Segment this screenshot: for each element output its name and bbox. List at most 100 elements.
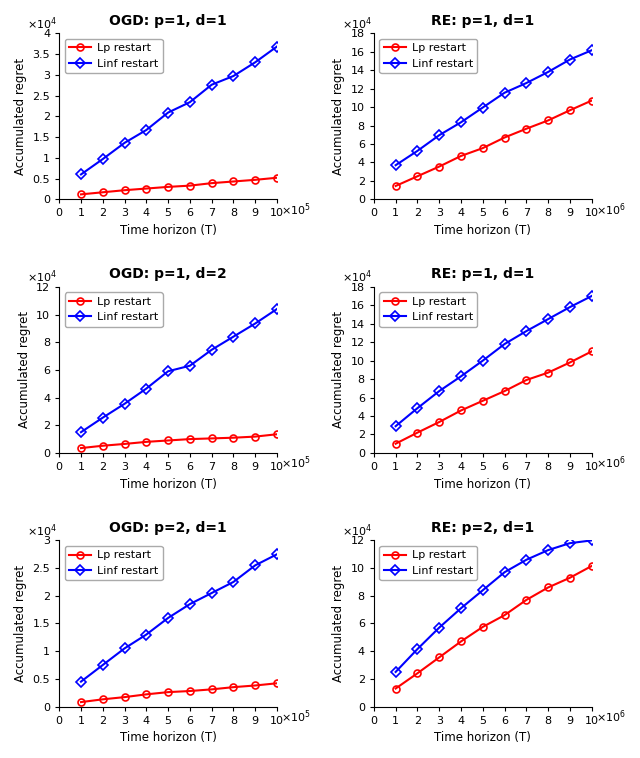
Linf restart (479, 356, 486, 365)
Linf restart (522, 79, 530, 88)
Lp restart (186, 687, 194, 696)
X-axis label: Time horizon (T): Time horizon (T) (120, 731, 216, 744)
Linf restart (457, 371, 465, 381)
Line: Linf restart: Linf restart (77, 305, 280, 436)
Y-axis label: Accumulated regret: Accumulated regret (14, 565, 27, 682)
Lp restart (252, 175, 259, 184)
Linf restart (99, 155, 107, 164)
Linf restart (99, 660, 107, 669)
Lp restart (588, 96, 595, 105)
Linf restart (273, 305, 281, 314)
Linf restart (208, 588, 216, 597)
Lp restart (392, 181, 399, 190)
Legend: Lp restart, Linf restart: Lp restart, Linf restart (380, 546, 477, 581)
Lp restart (435, 418, 443, 427)
Linf restart (77, 677, 85, 686)
Linf restart (186, 98, 194, 107)
Linf restart (500, 88, 508, 97)
X-axis label: Time horizon (T): Time horizon (T) (435, 731, 531, 744)
Lp restart (77, 697, 85, 706)
Legend: Lp restart, Linf restart: Lp restart, Linf restart (65, 293, 163, 327)
Linf restart (186, 361, 194, 370)
Line: Lp restart: Lp restart (77, 431, 280, 452)
Lp restart (186, 181, 194, 190)
Lp restart (230, 683, 237, 692)
Linf restart (413, 146, 421, 155)
Linf restart (208, 80, 216, 89)
Lp restart (208, 179, 216, 188)
Line: Linf restart: Linf restart (392, 47, 595, 169)
Lp restart (500, 133, 508, 142)
Lp restart (273, 173, 281, 182)
Text: $\times10^{6}$: $\times10^{6}$ (596, 455, 626, 471)
Linf restart (164, 367, 172, 376)
Linf restart (457, 603, 465, 612)
Lp restart (500, 387, 508, 396)
Linf restart (164, 108, 172, 117)
Linf restart (435, 387, 443, 396)
Linf restart (77, 428, 85, 437)
Linf restart (77, 170, 85, 179)
Y-axis label: Accumulated regret: Accumulated regret (332, 312, 345, 428)
Linf restart (143, 630, 150, 639)
Lp restart (413, 172, 421, 181)
Lp restart (164, 436, 172, 445)
Linf restart (522, 556, 530, 565)
Linf restart (544, 546, 552, 555)
Lp restart (435, 162, 443, 171)
Linf restart (273, 550, 281, 559)
Linf restart (479, 103, 486, 112)
Lp restart (588, 347, 595, 356)
Linf restart (392, 667, 399, 676)
Lp restart (457, 637, 465, 646)
Linf restart (588, 292, 595, 301)
Linf restart (143, 125, 150, 134)
Text: $\times10^{5}$: $\times10^{5}$ (282, 455, 311, 471)
Title: OGD: p=1, d=1: OGD: p=1, d=1 (109, 14, 227, 28)
Line: Linf restart: Linf restart (77, 43, 280, 178)
Text: $\times10^{5}$: $\times10^{5}$ (282, 201, 311, 218)
Text: $\times10^{6}$: $\times10^{6}$ (596, 201, 626, 218)
Lp restart (252, 681, 259, 690)
Y-axis label: Accumulated regret: Accumulated regret (14, 58, 27, 175)
Lp restart (435, 653, 443, 662)
Linf restart (522, 327, 530, 336)
Lp restart (273, 430, 281, 439)
Title: RE: p=1, d=1: RE: p=1, d=1 (431, 268, 534, 281)
Lp restart (392, 684, 399, 693)
Linf restart (121, 138, 129, 147)
Text: $\times10^{4}$: $\times10^{4}$ (27, 522, 57, 539)
Lp restart (479, 622, 486, 631)
Lp restart (164, 688, 172, 697)
Legend: Lp restart, Linf restart: Lp restart, Linf restart (65, 546, 163, 581)
Linf restart (392, 161, 399, 170)
Line: Lp restart: Lp restart (392, 97, 595, 190)
Lp restart (230, 177, 237, 186)
Lp restart (479, 143, 486, 152)
Linf restart (99, 413, 107, 422)
X-axis label: Time horizon (T): Time horizon (T) (120, 224, 216, 237)
Lp restart (500, 611, 508, 620)
Lp restart (208, 434, 216, 443)
Text: $\times10^{4}$: $\times10^{4}$ (342, 522, 372, 539)
Linf restart (392, 421, 399, 431)
Text: $\times10^{4}$: $\times10^{4}$ (342, 15, 372, 32)
Lp restart (186, 434, 194, 443)
Linf restart (230, 332, 237, 341)
Lp restart (99, 188, 107, 197)
Linf restart (413, 403, 421, 412)
Line: Linf restart: Linf restart (392, 537, 595, 675)
Lp restart (544, 368, 552, 377)
Lp restart (457, 406, 465, 415)
Y-axis label: Accumulated regret: Accumulated regret (332, 58, 345, 175)
Legend: Lp restart, Linf restart: Lp restart, Linf restart (380, 39, 477, 74)
Linf restart (164, 613, 172, 622)
Lp restart (457, 152, 465, 161)
Lp restart (522, 375, 530, 384)
Title: OGD: p=2, d=1: OGD: p=2, d=1 (109, 521, 227, 535)
Lp restart (143, 184, 150, 193)
Line: Lp restart: Lp restart (77, 174, 280, 198)
Linf restart (435, 623, 443, 632)
Line: Lp restart: Lp restart (392, 562, 595, 692)
Linf restart (544, 315, 552, 324)
